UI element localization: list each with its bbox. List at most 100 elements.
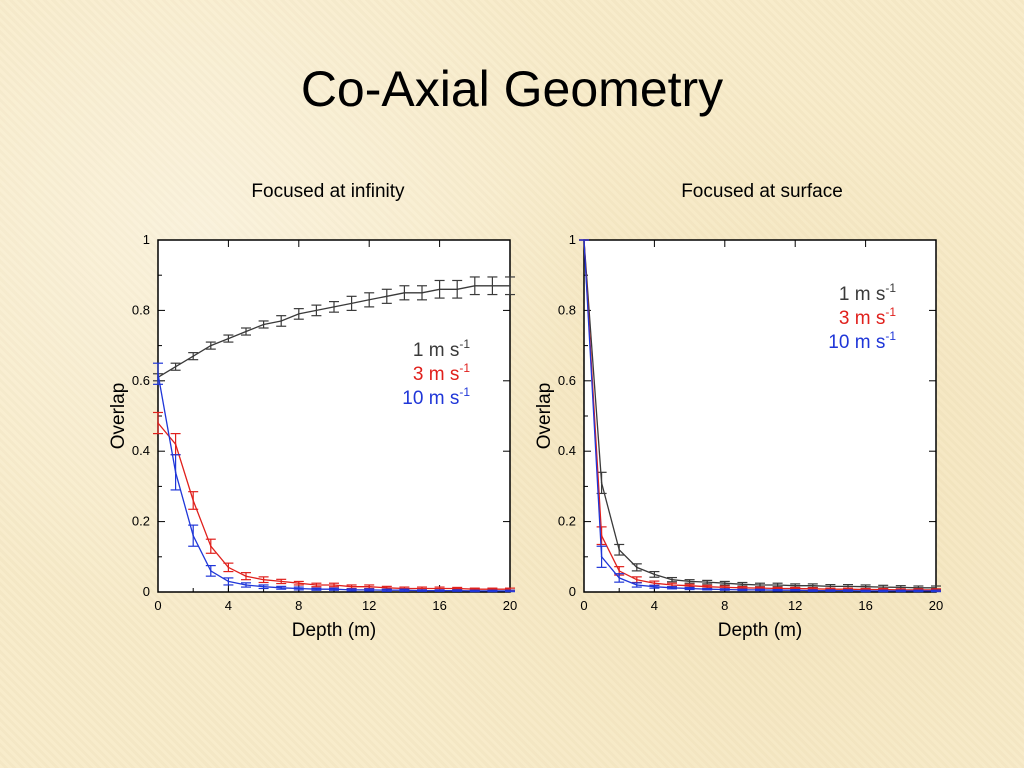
data-point (491, 590, 494, 592)
data-point (474, 588, 476, 590)
data-point (829, 589, 832, 592)
data-point (298, 587, 300, 590)
data-point (759, 589, 761, 591)
data-point (688, 584, 691, 587)
legend-entry: 10 m s-1 (402, 385, 470, 409)
y-tick-label: 0.2 (132, 514, 150, 529)
data-point (262, 323, 265, 326)
data-point (864, 585, 867, 588)
data-point (935, 590, 937, 592)
data-point (315, 309, 318, 312)
data-point (864, 590, 867, 592)
legend-entry: 3 m s-1 (839, 305, 896, 329)
x-tick-label: 16 (858, 598, 872, 613)
data-point (741, 589, 744, 591)
data-point (227, 580, 230, 583)
data-point (438, 589, 441, 592)
data-point (227, 337, 230, 340)
data-point (900, 590, 902, 592)
data-point (315, 588, 318, 590)
data-point (618, 570, 620, 572)
data-point (262, 585, 265, 588)
data-point (386, 295, 388, 298)
data-point (509, 284, 511, 287)
data-point (636, 584, 638, 586)
data-point (600, 556, 603, 558)
data-point (706, 588, 708, 590)
data-point (474, 590, 476, 592)
data-point (794, 589, 796, 592)
data-point (280, 320, 282, 322)
data-point (245, 584, 247, 586)
data-point (688, 580, 691, 583)
data-point (671, 578, 673, 581)
data-point (386, 589, 388, 592)
data-point (210, 545, 212, 548)
y-tick-label: 0.2 (558, 514, 576, 529)
data-point (636, 566, 638, 569)
slide-title: Co-Axial Geometry (300, 61, 724, 117)
y-tick-label: 0.6 (132, 373, 150, 388)
data-point (157, 372, 159, 375)
data-point (882, 590, 884, 592)
data-point (618, 548, 620, 551)
data-point (403, 292, 406, 294)
data-point (741, 586, 744, 589)
data-point (192, 499, 194, 502)
data-point (245, 575, 247, 577)
data-point (333, 584, 335, 586)
data-point (368, 299, 371, 301)
data-point (174, 471, 177, 474)
y-tick-label: 0 (569, 584, 576, 599)
data-point (368, 585, 371, 588)
data-point (509, 590, 511, 592)
data-point (776, 587, 779, 590)
data-point (812, 584, 814, 587)
data-point (456, 587, 459, 590)
overlap-chart-focused-at-infinity: 0 4 8 12 16 20 0 0.2 0.4 0.6 0.8 1 Depth (m) Overlap 1… (108, 232, 517, 641)
legend-entry: 1 m s-1 (839, 281, 896, 305)
y-axis-title: Overlap (108, 383, 129, 450)
y-tick-label: 0.6 (558, 373, 576, 388)
data-point (600, 534, 603, 537)
data-point (210, 344, 212, 347)
data-point (671, 584, 673, 586)
data-point (174, 365, 177, 368)
data-point (227, 566, 230, 569)
data-point (298, 582, 300, 584)
data-point (759, 584, 761, 586)
x-tick-label: 20 (929, 598, 943, 613)
data-point (900, 586, 902, 589)
data-point (350, 585, 353, 588)
plot-area (157, 239, 511, 593)
data-point (456, 589, 459, 592)
y-tick-label: 0.4 (558, 443, 576, 458)
data-point (245, 330, 247, 333)
data-point (829, 585, 832, 588)
x-tick-label: 12 (788, 598, 802, 613)
data-point (583, 239, 585, 241)
data-point (724, 586, 726, 589)
data-point (776, 589, 779, 592)
data-point (474, 284, 476, 287)
data-point (812, 588, 814, 590)
y-tick-label: 1 (569, 232, 576, 247)
data-point (210, 570, 212, 572)
data-point (333, 588, 335, 590)
chart-title-focused-at-surface: Focused at surface (681, 181, 843, 202)
x-axis-title: Depth (m) (292, 620, 376, 641)
x-axis-title: Depth (m) (718, 620, 802, 641)
data-point (421, 292, 423, 294)
data-point (688, 587, 691, 590)
x-tick-label: 0 (580, 598, 587, 613)
y-tick-label: 0.8 (132, 302, 150, 317)
data-point (438, 288, 441, 291)
data-point (741, 583, 744, 586)
x-tick-label: 4 (225, 598, 232, 613)
data-point (794, 587, 796, 590)
data-point (157, 422, 159, 424)
data-point (724, 582, 726, 584)
y-axis-title: Overlap (534, 383, 555, 450)
data-point (917, 586, 920, 589)
data-point (368, 589, 371, 591)
